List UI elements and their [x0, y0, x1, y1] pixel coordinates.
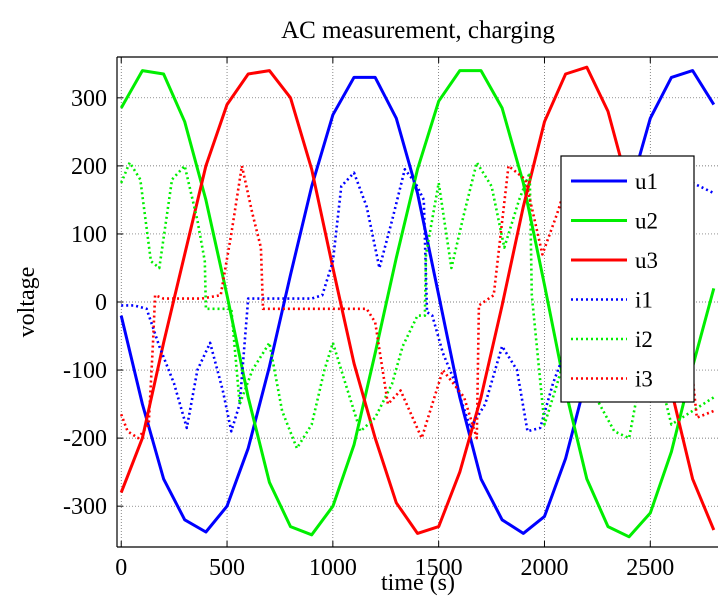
- x-tick-label: 1500: [415, 555, 463, 581]
- legend-box: [560, 155, 695, 403]
- legend-label-u2: u2: [635, 209, 658, 234]
- y-tick-label: 0: [95, 290, 107, 316]
- x-tick-label: 2000: [520, 555, 568, 581]
- x-tick-label: 500: [209, 555, 245, 581]
- legend-label-u1: u1: [635, 169, 658, 194]
- x-tick-label: 2500: [626, 555, 674, 581]
- tick-labels: 0 500 1000 1500 2000 2500 -300 -200 -100 0 100 200 3…: [63, 86, 674, 581]
- x-axis-label: time (s): [381, 570, 455, 596]
- y-tick-label: -300: [63, 494, 107, 520]
- y-tick-label: 300: [71, 86, 107, 112]
- legend-label-i1: i1: [635, 288, 653, 313]
- legend: u1 u2 u3 i1 i2 i3: [560, 155, 695, 403]
- x-tick-label: 0: [115, 555, 127, 581]
- y-tick-label: 200: [71, 154, 107, 180]
- series-line-u3: [119, 65, 716, 535]
- series-line-i2: [120, 161, 715, 450]
- series-line-u2: [119, 69, 716, 539]
- y-axis-label: voltage: [14, 267, 40, 338]
- legend-label-i2: i2: [635, 327, 653, 352]
- y-tick-label: -200: [63, 426, 107, 452]
- legend-label-i3: i3: [635, 367, 653, 392]
- y-tick-label: -100: [63, 358, 107, 384]
- chart-title: AC measurement, charging: [281, 17, 555, 44]
- y-tick-label: 100: [71, 222, 107, 248]
- axes: [116, 56, 718, 548]
- x-tick-label: 1000: [309, 555, 357, 581]
- legend-label-u3: u3: [635, 248, 658, 273]
